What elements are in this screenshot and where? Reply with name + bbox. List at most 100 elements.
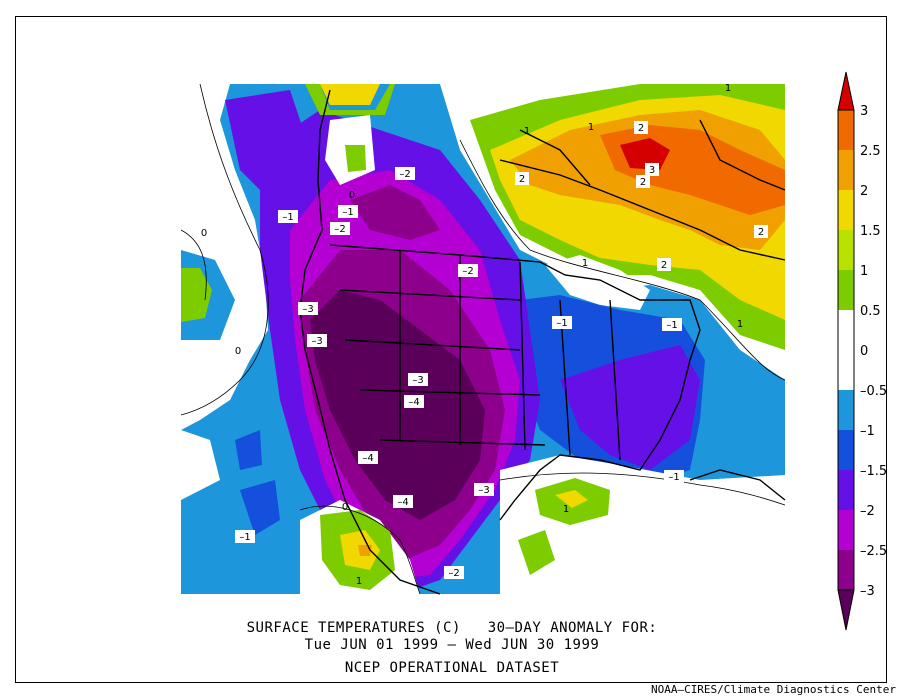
contour-label: –4 <box>404 395 424 408</box>
legend-label: –2.5 <box>860 544 887 559</box>
contour-label: –1 <box>662 318 682 331</box>
anomaly-region-neutral-pacific-w <box>181 430 220 500</box>
contour-label: 1 <box>737 319 743 330</box>
contour-label: –1 <box>552 316 572 329</box>
svg-text:–3: –3 <box>311 336 322 347</box>
contour-label-group: 1 2 2 3 2 1 2 2 1 1 –2 –1 –1 –2 0 –2 –3 … <box>201 83 768 587</box>
svg-text:1: 1 <box>588 122 594 133</box>
svg-text:–1: –1 <box>342 207 353 218</box>
legend-swatch <box>838 390 854 430</box>
anomaly-region-green-w <box>181 268 212 322</box>
legend-swatch <box>838 190 854 230</box>
legend-label: 3 <box>860 104 868 119</box>
contour-label: 0 <box>235 346 241 357</box>
anomaly-region-green-bc <box>345 145 366 172</box>
svg-text:–3: –3 <box>412 375 423 386</box>
svg-text:–4: –4 <box>408 397 419 408</box>
legend-swatch <box>838 110 854 150</box>
svg-text:–2: –2 <box>399 169 410 180</box>
contour-label: –3 <box>298 302 318 315</box>
contour-label: –2 <box>330 222 350 235</box>
svg-text:0: 0 <box>201 228 207 239</box>
anomaly-region-purple-canada <box>350 185 440 240</box>
svg-text:1: 1 <box>725 83 731 94</box>
svg-text:2: 2 <box>758 227 764 238</box>
legend-label: 0 <box>860 344 868 359</box>
svg-text:1: 1 <box>737 319 743 330</box>
legend-swatch <box>838 510 854 550</box>
legend-swatch <box>838 310 854 390</box>
anomaly-region-violet-alaska <box>225 90 310 200</box>
legend-arrow-top <box>837 71 855 111</box>
anomaly-region-violet-se <box>560 345 700 470</box>
svg-text:1: 1 <box>524 126 530 137</box>
contour-label: 2 <box>657 258 671 271</box>
contour-label: –1 <box>338 205 358 218</box>
map-title-line-3: NCEP OPERATIONAL DATASET <box>344 660 560 676</box>
legend-label: –1 <box>860 424 875 439</box>
contour-label: –3 <box>408 373 428 386</box>
contour-label: 0 <box>349 190 355 201</box>
contour-label: –2 <box>395 167 415 180</box>
contour-label: 0 <box>201 228 207 239</box>
svg-text:–1: –1 <box>282 212 293 223</box>
legend-swatch <box>838 230 854 270</box>
contour-label: –4 <box>393 495 413 508</box>
contour-label: 1 <box>582 258 588 269</box>
svg-text:2: 2 <box>519 174 525 185</box>
map-title-line-1: SURFACE TEMPERATURES (C) 30–DAY ANOMALY … <box>246 620 658 636</box>
contour-label: –1 <box>235 530 255 543</box>
anomaly-region-neutral-west <box>181 84 268 430</box>
legend-swatch <box>838 430 854 470</box>
svg-text:1: 1 <box>582 258 588 269</box>
contour-label: –3 <box>474 483 494 496</box>
legend-label: –2 <box>860 504 875 519</box>
svg-text:–2: –2 <box>462 266 473 277</box>
contour-label: –1 <box>664 470 684 483</box>
contour-label: 2 <box>636 175 650 188</box>
contour-label: 2 <box>515 172 529 185</box>
color-legend: 3 2.5 2 1.5 1 0.5 0 –0.5 –1 –1.5 –2 –2.5… <box>837 71 887 631</box>
svg-text:–4: –4 <box>362 453 373 464</box>
legend-label: 1.5 <box>860 224 881 239</box>
contour-label: –2 <box>458 264 478 277</box>
svg-text:–1: –1 <box>668 472 679 483</box>
legend-label: 0.5 <box>860 304 881 319</box>
legend-labels: 3 2.5 2 1.5 1 0.5 0 –0.5 –1 –1.5 –2 –2.5… <box>860 104 887 599</box>
legend-label: 2.5 <box>860 144 881 159</box>
anomaly-region-green-arctic <box>305 84 395 115</box>
plot-frame <box>15 16 887 683</box>
anomaly-region-blue-pacific-s <box>240 480 280 535</box>
svg-text:–3: –3 <box>302 304 313 315</box>
contour-label: 1 <box>563 504 569 515</box>
anomaly-region-yellow-gulf <box>555 490 588 508</box>
contour-label: 1 <box>356 576 362 587</box>
contour-label: –2 <box>444 566 464 579</box>
legend-label: –3 <box>860 584 875 599</box>
anomaly-region-yellow-arctic <box>320 84 380 105</box>
legend-swatch <box>838 470 854 510</box>
svg-text:0: 0 <box>349 190 355 201</box>
contour-label: 1 <box>524 126 530 137</box>
contour-label: –3 <box>307 334 327 347</box>
svg-text:2: 2 <box>661 260 667 271</box>
legend-swatch <box>838 270 854 310</box>
anomaly-region-dark-purple-west <box>310 290 485 520</box>
svg-text:2: 2 <box>638 123 644 134</box>
svg-text:3: 3 <box>649 165 655 176</box>
svg-text:–1: –1 <box>239 532 250 543</box>
svg-text:–1: –1 <box>556 318 567 329</box>
legend-label: 1 <box>860 264 868 279</box>
anomaly-region-neutral-greatlakes <box>545 255 650 310</box>
contour-label: 1 <box>725 83 731 94</box>
svg-text:–4: –4 <box>397 497 408 508</box>
svg-text:–3: –3 <box>478 485 489 496</box>
legend-swatch <box>838 550 854 590</box>
svg-text:–2: –2 <box>334 224 345 235</box>
contour-label: 3 <box>645 163 659 176</box>
legend-label: –1.5 <box>860 464 887 479</box>
contour-label: 2 <box>754 225 768 238</box>
contour-label: –1 <box>278 210 298 223</box>
svg-text:–2: –2 <box>448 568 459 579</box>
